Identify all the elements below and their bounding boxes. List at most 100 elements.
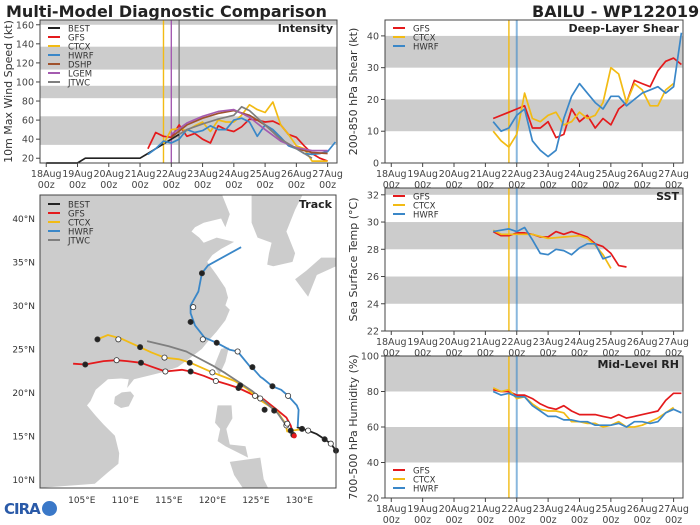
- y-tick-label: 40: [367, 31, 379, 42]
- x-tick-label: 00z: [257, 180, 274, 191]
- x-tick-label: 27Aug: [658, 169, 689, 180]
- series-lgem: [170, 108, 328, 152]
- track-marker: [237, 382, 244, 389]
- x-tick-label: 27Aug: [312, 169, 343, 180]
- x-tick-label: 00z: [665, 515, 682, 525]
- series-hwrf: [492, 390, 682, 428]
- y-axis-label: 10m Max Wind Speed (kt): [2, 20, 15, 163]
- legend-label: BEST: [68, 25, 91, 35]
- x-tick-label: 00z: [571, 348, 588, 359]
- x-tick-label: 00z: [508, 180, 525, 191]
- y-tick-label: 26: [367, 272, 379, 283]
- track-marker: [269, 383, 276, 390]
- panel-title: Mid-Level RH: [597, 358, 679, 371]
- track-marker: [261, 406, 268, 413]
- x-tick-label: 19Aug: [407, 169, 438, 180]
- lat-label: 20°N: [12, 389, 35, 399]
- y-tick-label: 160: [16, 20, 34, 31]
- lat-label: 30°N: [12, 302, 35, 312]
- series-dshp: [170, 109, 328, 155]
- panel-title: Track: [299, 198, 333, 211]
- globe-icon: [41, 501, 57, 516]
- track-marker: [287, 427, 294, 434]
- korea: [251, 195, 303, 267]
- x-tick-label: 23Aug: [533, 504, 564, 515]
- x-tick-label: 00z: [477, 348, 494, 359]
- y-axis-label: 200-850 hPa Shear (kt): [347, 28, 360, 156]
- track-marker: [137, 344, 144, 351]
- legend-label: HWRF: [68, 52, 94, 62]
- x-tick-label: 00z: [383, 180, 400, 191]
- y-tick-label: 20: [367, 95, 379, 106]
- track-marker: [305, 427, 312, 434]
- shaded-band: [40, 20, 337, 25]
- series-jtwc: [178, 105, 313, 159]
- track-marker: [209, 369, 216, 376]
- track-marker: [94, 336, 101, 343]
- x-tick-label: 00z: [634, 348, 651, 359]
- map-frame: [39, 194, 337, 489]
- x-tick-label: 00z: [225, 180, 242, 191]
- x-tick-label: 00z: [665, 180, 682, 191]
- legend-label: HWRF: [413, 43, 439, 53]
- x-tick-label: 24Aug: [564, 169, 595, 180]
- x-tick-label: 22Aug: [501, 504, 532, 515]
- lon-label: 125°E: [242, 496, 270, 506]
- y-tick-label: 120: [16, 58, 34, 69]
- legend-label: CTCX: [413, 202, 436, 212]
- luzon: [215, 405, 249, 458]
- y-tick-label: 80: [367, 387, 379, 398]
- x-tick-label: 21Aug: [470, 504, 501, 515]
- track-jtwc: [146, 340, 287, 426]
- x-tick-label: 00z: [414, 180, 431, 191]
- x-tick-label: 00z: [383, 348, 400, 359]
- gfs-start-marker: [291, 433, 297, 439]
- cira-logo: CIRA: [4, 500, 57, 518]
- logo-text: CIRA: [4, 500, 41, 518]
- legend-label: HWRF: [413, 211, 439, 221]
- shear-chart: 01020304018Aug00z19Aug00z20Aug00z21Aug00…: [347, 19, 689, 191]
- panel-title: Intensity: [278, 22, 333, 35]
- y-tick-label: 0: [373, 159, 379, 170]
- legend-label: HWRF: [413, 485, 439, 495]
- track-marker: [115, 336, 122, 343]
- x-tick-label: 00z: [634, 515, 651, 525]
- y-tick-label: 100: [16, 77, 34, 88]
- y-tick-label: 60: [22, 116, 34, 127]
- x-tick-label: 00z: [445, 180, 462, 191]
- legend-label: CTCX: [413, 476, 436, 486]
- x-tick-label: 00z: [163, 180, 180, 191]
- legend-label: CTCX: [413, 34, 436, 44]
- legend-label: DSHP: [68, 61, 91, 71]
- x-tick-label: 00z: [445, 515, 462, 525]
- track-marker: [299, 425, 306, 432]
- plot-frame: [384, 187, 684, 332]
- legend-label: GFS: [413, 193, 430, 203]
- track-marker: [198, 270, 205, 277]
- shaded-band: [385, 188, 683, 195]
- x-tick-label: 22Aug: [501, 337, 532, 348]
- x-tick-label: 20Aug: [439, 337, 470, 348]
- track-marker: [161, 354, 168, 361]
- intensity-chart: 2040608010012014016018Aug00z19Aug00z20Au…: [2, 19, 343, 191]
- legend-label: CTCX: [68, 219, 91, 229]
- y-axis-label: Sea Surface Temp (°C): [347, 198, 360, 322]
- track-marker: [249, 364, 256, 371]
- x-tick-label: 24Aug: [564, 337, 595, 348]
- x-tick-label: 24Aug: [564, 504, 595, 515]
- legend-label: CTCX: [68, 43, 91, 53]
- x-tick-label: 21Aug: [470, 337, 501, 348]
- x-tick-label: 26Aug: [627, 169, 658, 180]
- plot-frame: [384, 19, 684, 164]
- legend-label: GFS: [68, 34, 85, 44]
- track-marker: [82, 361, 89, 368]
- series-gfs: [492, 57, 682, 139]
- x-tick-label: 00z: [508, 515, 525, 525]
- panel-title: SST: [656, 190, 679, 203]
- x-tick-label: 00z: [540, 180, 557, 191]
- track-marker: [187, 318, 194, 325]
- y-tick-label: 100: [361, 352, 379, 363]
- x-tick-label: 00z: [571, 180, 588, 191]
- lat-label: 40°N: [12, 215, 35, 225]
